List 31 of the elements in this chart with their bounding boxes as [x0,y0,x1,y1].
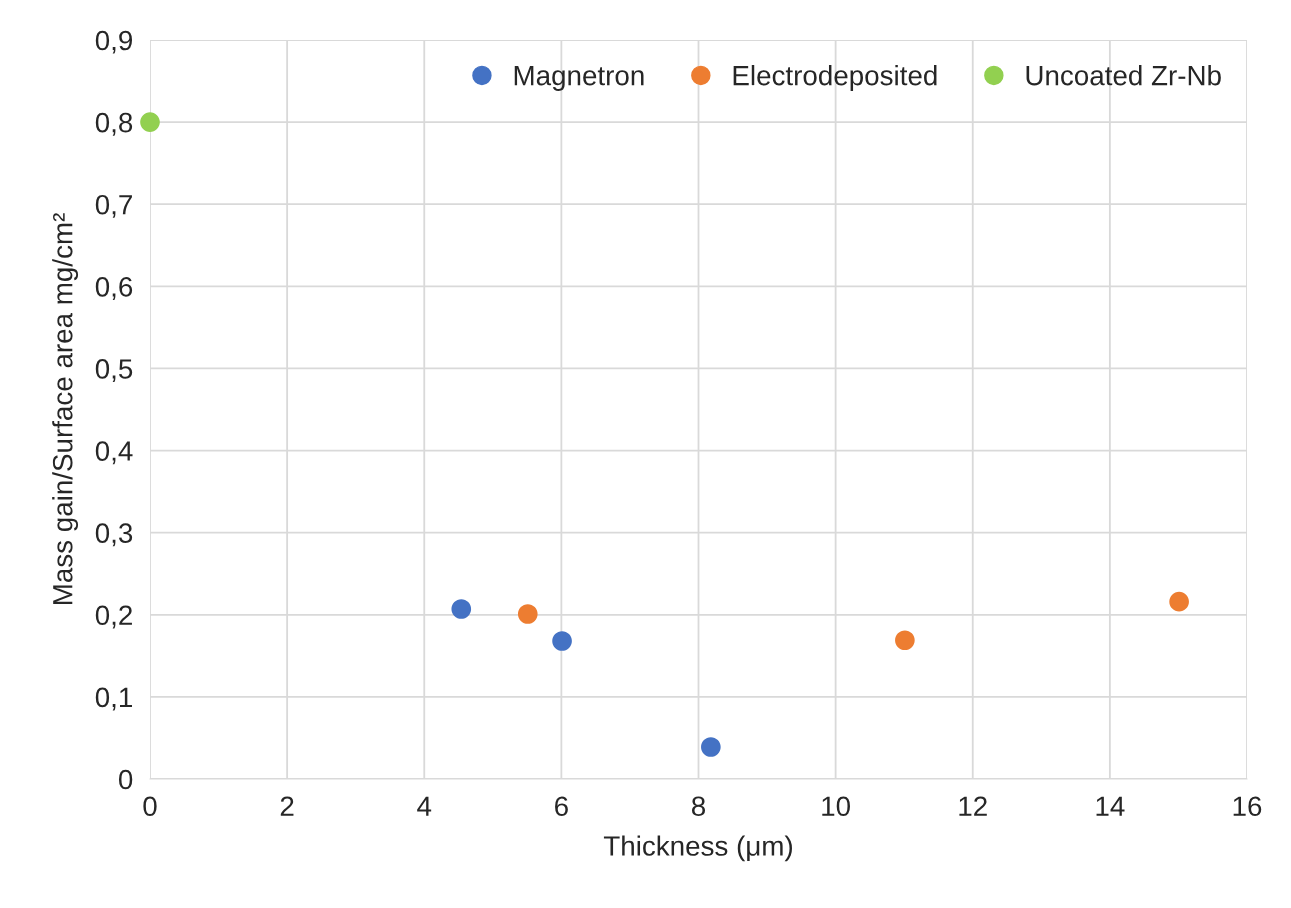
y-tick-label: 0,3 [95,523,133,547]
x-tick-label: 16 [1233,796,1262,817]
x-tick-label: 0 [143,796,157,817]
y-tick-label: 0,6 [95,277,133,300]
y-tick-label: 0,7 [95,194,132,218]
legend-label: Uncoated Zr-Nb [1026,65,1221,86]
point [517,604,538,624]
y-axis-title: Mass gain/Surface area mg/cm² [52,213,79,605]
legend-label: Electrodeposited [733,65,937,91]
point [895,630,915,651]
y-tick-label: 0,9 [95,30,133,54]
x-axis-title: Thickness (μm) [603,835,792,862]
point [552,631,572,651]
point [140,112,160,132]
x-tick-label: 4 [417,796,432,816]
y-tick-label: 0,1 [95,687,132,711]
y-tick-label: 0,5 [95,359,133,383]
x-tick-label: 14 [1096,796,1125,816]
x-tick-label: 12 [959,796,987,816]
point [701,737,721,757]
y-tick-label: 0,2 [95,605,132,629]
y-tick-label: 0,8 [95,112,133,136]
x-tick-label: 6 [555,796,568,817]
x-tick-label: 2 [280,796,294,816]
point [451,599,472,619]
x-tick-label: 8 [691,796,706,817]
y-tick-label: 0 [118,769,133,790]
x-tick-label: 10 [822,796,850,817]
y-tick-label: 0,4 [95,441,133,465]
point [1169,591,1189,612]
legend-label: Magnetron [514,66,644,91]
